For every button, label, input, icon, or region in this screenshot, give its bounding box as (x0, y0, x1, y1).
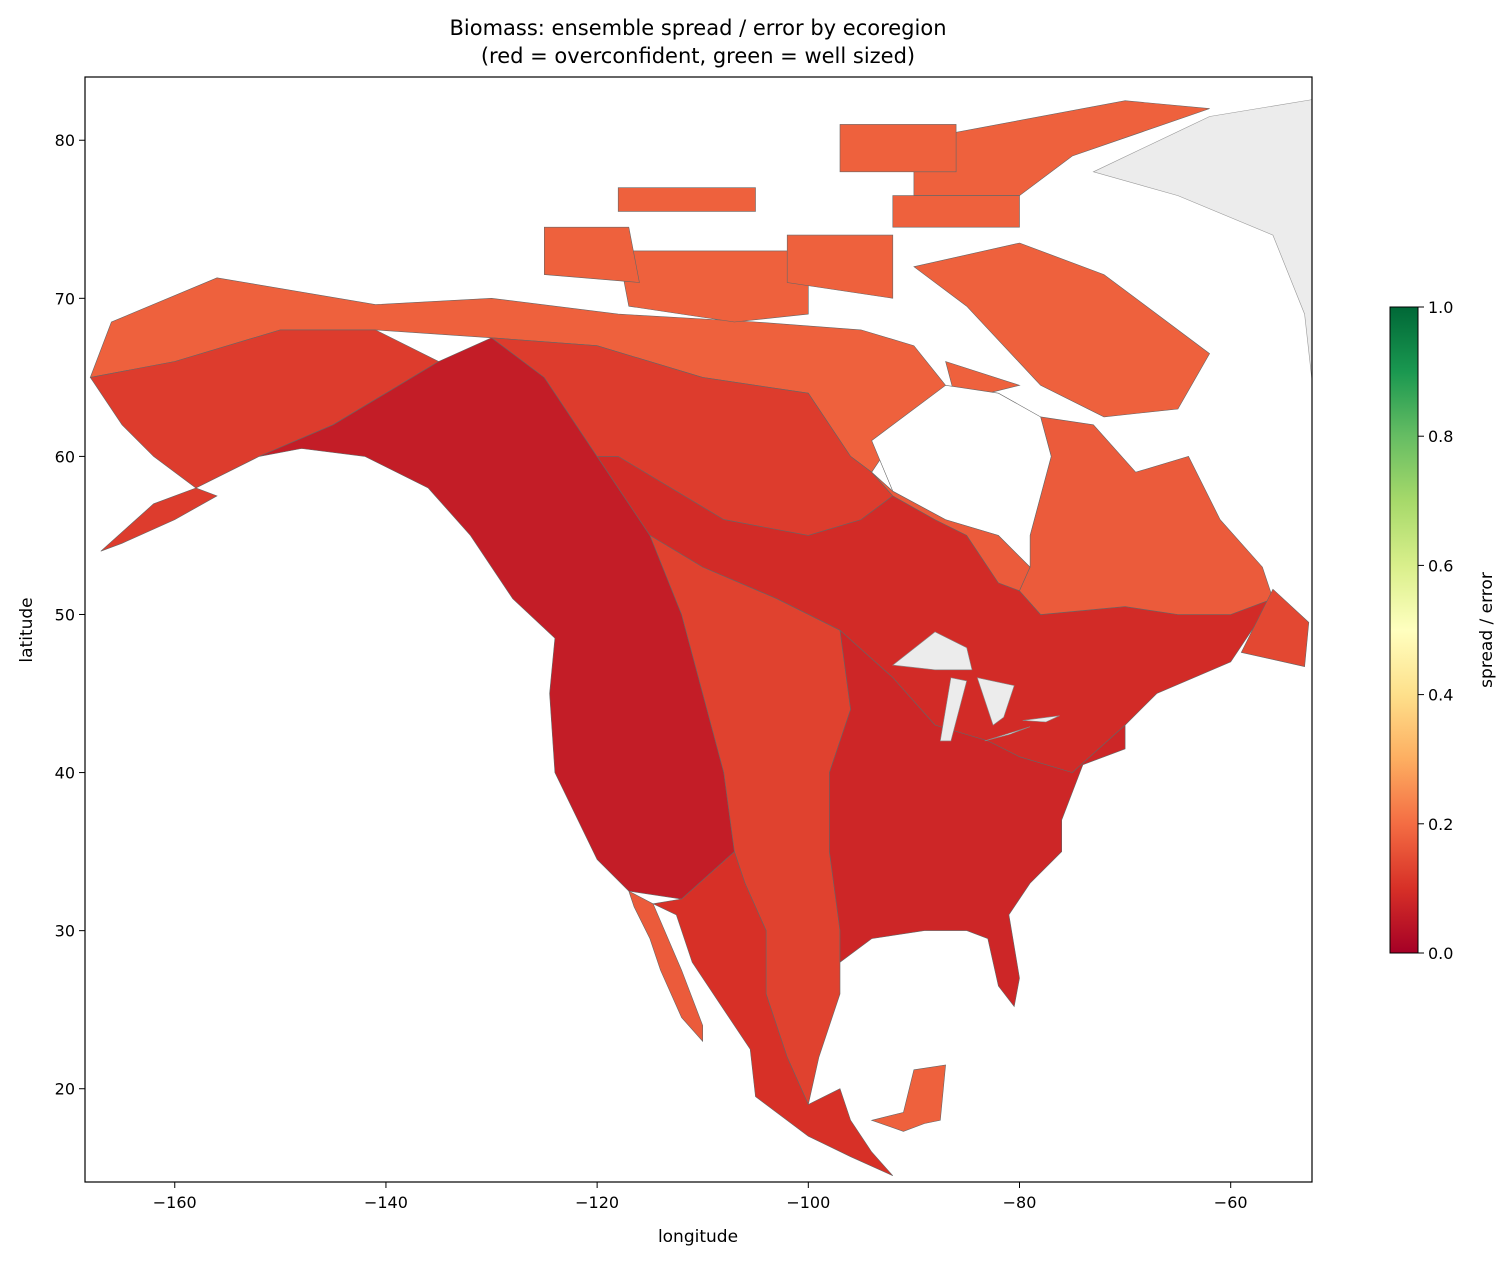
lake (892, 631, 973, 671)
ecoregion (1019, 416, 1274, 615)
lake (1022, 715, 1060, 723)
colorbar-tick-label: 0.2 (1428, 815, 1453, 834)
lake (976, 677, 1015, 726)
x-tick-label: −120 (575, 1193, 619, 1212)
colorbar-tick-label: 0.8 (1428, 427, 1453, 446)
colorbar-tick-label: 0.0 (1428, 944, 1453, 963)
x-axis-label: longitude (658, 1227, 738, 1247)
colorbar-tick-label: 1.0 (1428, 298, 1453, 317)
x-tick-label: −100 (786, 1193, 830, 1212)
ecoregion (100, 487, 218, 552)
ecoregion (870, 1064, 946, 1132)
y-tick-label: 30 (55, 922, 75, 941)
x-tick-label: −140 (364, 1193, 408, 1212)
y-tick-label: 40 (55, 764, 75, 783)
colorbar (1389, 306, 1419, 954)
water (871, 384, 1052, 568)
y-tick-label: 20 (55, 1080, 75, 1099)
y-tick-label: 50 (55, 605, 75, 624)
ecoregion (829, 629, 1126, 1008)
ecoregion (544, 226, 640, 283)
ecoregion (617, 250, 809, 323)
ecoregion (652, 851, 894, 1176)
colorbar-label: spread / error (1477, 572, 1497, 688)
chart-title: Biomass: ensemble spread / error by ecor… (449, 16, 946, 40)
y-tick-label: 60 (55, 447, 75, 466)
y-tick-label: 70 (55, 289, 75, 308)
ecoregion (913, 242, 1210, 418)
ecoregion (628, 890, 703, 1043)
x-tick-label: −80 (1003, 1193, 1037, 1212)
ecoregion (1240, 588, 1310, 667)
chart-subtitle: (red = overconfident, green = well sized… (481, 44, 915, 68)
x-tick-label: −160 (153, 1193, 197, 1212)
x-tick-label: −60 (1214, 1193, 1248, 1212)
plot-frame (84, 76, 1313, 1183)
colorbar-tick-label: 0.6 (1428, 556, 1453, 575)
map (89, 99, 1312, 1176)
no-data-land (1092, 99, 1312, 384)
y-axis-label: latitude (17, 597, 37, 662)
ecoregion (892, 195, 1020, 228)
ecoregion (839, 124, 957, 173)
lake (984, 726, 1031, 742)
ecoregion (617, 187, 756, 212)
ecoregion (786, 234, 894, 299)
colorbar-tick-label: 0.4 (1428, 686, 1453, 705)
y-tick-label: 80 (55, 131, 75, 150)
lake (939, 677, 968, 742)
